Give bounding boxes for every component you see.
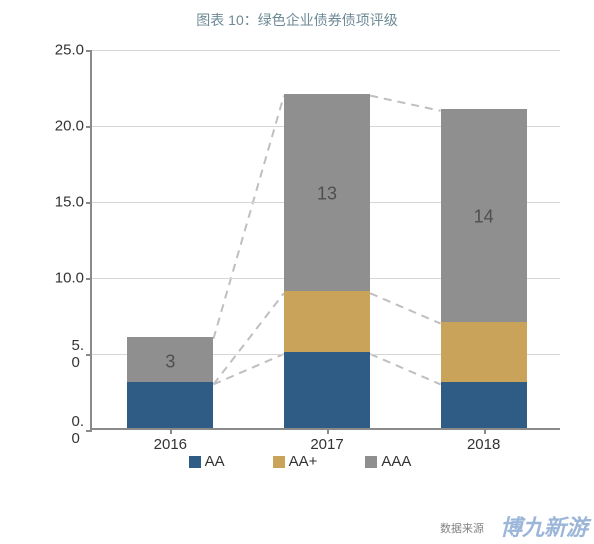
connector-dash [370, 96, 441, 111]
y-tick-label: 25.0 [55, 42, 84, 59]
chart-container: 0. 0 5. 0 10.0 15.0 20.0 25.0 2016 2017 2018 3 13 1… [30, 40, 570, 470]
bar-value-label: 3 [165, 351, 175, 372]
bar-segment-aa+ [441, 322, 527, 383]
legend-label: AA [205, 453, 225, 470]
legend-label: AA+ [289, 453, 318, 470]
y-tick-mark [86, 430, 92, 432]
legend: AA AA+ AAA [30, 453, 570, 470]
bar-segment-aa [441, 382, 527, 428]
legend-item-aaa: AAA [365, 453, 411, 470]
y-tick-label: 10.0 [55, 270, 84, 287]
source-label: 数据来源 [440, 520, 484, 536]
x-tick-mark [484, 428, 486, 434]
bar-value-label: 13 [317, 184, 337, 205]
legend-swatch [273, 456, 285, 468]
bar-segment-aa+ [284, 291, 370, 352]
connector-dash [213, 96, 284, 339]
y-tick-label: 5. 0 [71, 337, 84, 371]
y-tick-label: 0. 0 [71, 413, 84, 447]
y-tick-mark [86, 50, 92, 52]
legend-item-aa+: AA+ [273, 453, 318, 470]
bar-value-label: 14 [474, 207, 494, 228]
chart-title: 图表 10：绿色企业债券债项评级 [0, 0, 594, 40]
y-tick-label: 20.0 [55, 118, 84, 135]
x-tick-mark [170, 428, 172, 434]
y-tick-mark [86, 354, 92, 356]
legend-item-aa: AA [189, 453, 225, 470]
legend-swatch [189, 456, 201, 468]
y-tick-mark [86, 278, 92, 280]
connector-dash [370, 293, 441, 323]
watermark: 博九新游 [500, 510, 588, 542]
y-tick-mark [86, 126, 92, 128]
y-tick-label: 15.0 [55, 194, 84, 211]
y-tick-mark [86, 202, 92, 204]
bar-segment-aa [284, 352, 370, 428]
x-tick-label: 2018 [467, 436, 500, 453]
bar-segment-aa [127, 382, 213, 428]
x-tick-mark [327, 428, 329, 434]
connector-dash [370, 354, 441, 384]
x-tick-label: 2017 [310, 436, 343, 453]
x-tick-label: 2016 [154, 436, 187, 453]
grid-line [92, 50, 560, 51]
legend-swatch [365, 456, 377, 468]
plot-area: 0. 05. 010.015.020.025.02016201720183131… [90, 50, 560, 430]
legend-label: AAA [381, 453, 411, 470]
connector-dash [213, 293, 284, 384]
